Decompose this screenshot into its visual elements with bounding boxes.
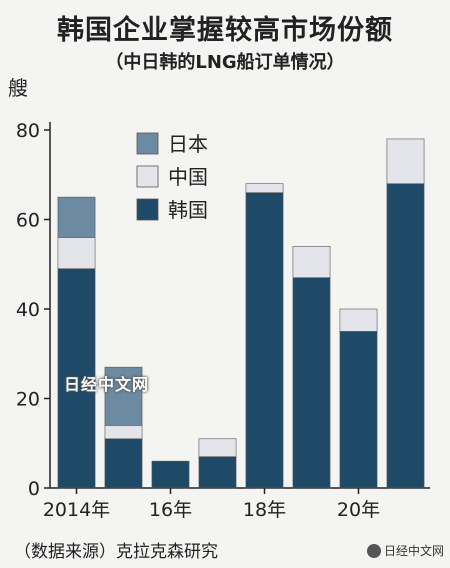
brand-label: 日经中文网 (383, 544, 444, 558)
chart-title: 韩国企业掌握较高市场份额 (57, 15, 393, 46)
x-tick-label: 20年 (337, 499, 380, 521)
bar-segment (386, 138, 425, 184)
legend-swatch (136, 165, 159, 188)
x-tick-label: 16年 (149, 499, 192, 521)
legend-swatch (136, 132, 159, 155)
x-tick-label: 2014年 (43, 499, 110, 521)
y-tick-label: 20 (16, 389, 40, 411)
bar-segment (104, 425, 143, 440)
bar-segment (292, 277, 331, 489)
chart-subtitle: （中日韩的LNG船订单情况） (105, 52, 345, 73)
legend-label: 日本 (168, 132, 208, 156)
bar-segment (245, 183, 284, 193)
bar-segment (198, 456, 237, 489)
bar-segment (339, 331, 378, 489)
brand-mark: 日经中文网 (366, 542, 444, 559)
y-tick-label: 80 (16, 120, 40, 142)
bar-segment (151, 460, 190, 489)
y-tick-label: 40 (16, 299, 40, 321)
y-tick-label: 60 (16, 210, 40, 232)
bar-segment (292, 246, 331, 278)
data-source-note: （数据来源）克拉克森研究 (14, 542, 218, 562)
legend-label: 韩国 (168, 198, 208, 222)
bar-segment (57, 237, 96, 270)
wechat-icon (366, 543, 381, 558)
bar-segment (104, 366, 143, 426)
watermark-text: 日经中文网 (64, 375, 150, 394)
legend-swatch (136, 198, 159, 221)
bar-segment (339, 308, 378, 332)
y-tick-label: 0 (28, 478, 40, 500)
x-tick-label: 18年 (243, 499, 286, 521)
y-axis-unit-label: 艘 (8, 76, 28, 100)
bar-segment (104, 438, 143, 489)
bar-segment (245, 192, 284, 489)
bar-segment (198, 438, 237, 457)
bar-segment (386, 183, 425, 489)
bar-segment (57, 196, 96, 238)
legend-label: 中国 (168, 165, 208, 189)
